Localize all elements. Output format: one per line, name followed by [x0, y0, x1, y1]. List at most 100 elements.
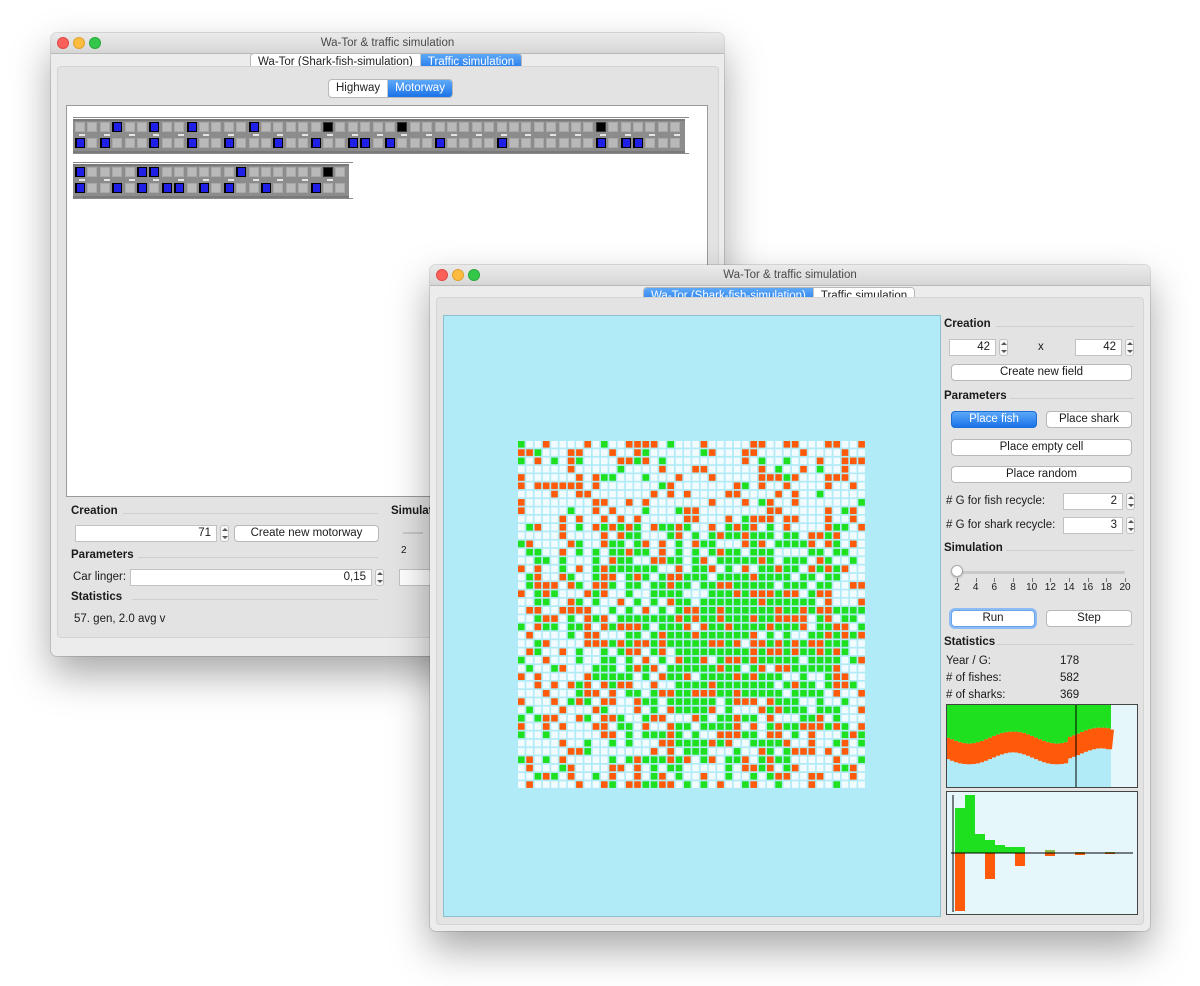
empty-cell[interactable]	[576, 731, 583, 739]
shark-cell[interactable]	[833, 723, 840, 730]
fish-cell[interactable]	[717, 631, 724, 639]
empty-cell[interactable]	[742, 665, 749, 672]
shark-cell[interactable]	[667, 573, 674, 581]
fish-cell[interactable]	[725, 598, 733, 606]
shark-cell[interactable]	[592, 640, 600, 647]
shark-cell[interactable]	[542, 590, 550, 597]
shark-cell[interactable]	[659, 465, 666, 473]
fish-cell[interactable]	[684, 690, 691, 697]
fish-cell[interactable]	[783, 607, 791, 614]
empty-cell[interactable]	[551, 648, 558, 656]
fish-cell[interactable]	[841, 723, 849, 730]
empty-cell[interactable]	[783, 490, 791, 498]
empty-cell[interactable]	[625, 698, 633, 705]
empty-cell[interactable]	[850, 673, 857, 680]
empty-cell[interactable]	[642, 465, 650, 473]
empty-cell[interactable]	[733, 706, 741, 714]
empty-cell[interactable]	[684, 457, 691, 465]
fish-cell[interactable]	[725, 764, 733, 772]
empty-cell[interactable]	[841, 573, 849, 581]
shark-cell[interactable]	[816, 457, 824, 465]
fish-cell[interactable]	[542, 623, 550, 631]
shark-cell[interactable]	[733, 714, 741, 722]
empty-cell[interactable]	[559, 499, 567, 506]
empty-cell[interactable]	[742, 490, 749, 498]
empty-cell[interactable]	[584, 482, 591, 490]
empty-cell[interactable]	[576, 532, 583, 539]
width-stepper[interactable]	[999, 339, 1008, 356]
empty-cell[interactable]	[733, 449, 741, 456]
shark-cell[interactable]	[684, 673, 691, 680]
fish-cell[interactable]	[708, 615, 716, 622]
fish-cell[interactable]	[841, 615, 849, 622]
fish-cell[interactable]	[592, 598, 600, 606]
empty-cell[interactable]	[617, 698, 625, 705]
fish-cell[interactable]	[625, 573, 633, 581]
shark-cell[interactable]	[667, 781, 674, 788]
fish-cell[interactable]	[808, 690, 816, 697]
shark-cell[interactable]	[816, 557, 824, 564]
fish-cell[interactable]	[692, 656, 699, 664]
shark-cell[interactable]	[584, 640, 591, 647]
fish-cell[interactable]	[708, 598, 716, 606]
empty-cell[interactable]	[733, 499, 741, 506]
shark-cell[interactable]	[791, 748, 799, 755]
empty-cell[interactable]	[609, 532, 616, 539]
fish-cell[interactable]	[725, 690, 733, 697]
fish-cell[interactable]	[625, 532, 633, 539]
fish-cell[interactable]	[717, 681, 724, 689]
height-stepper[interactable]	[1125, 339, 1134, 356]
empty-cell[interactable]	[675, 441, 683, 448]
fish-cell[interactable]	[700, 756, 708, 763]
empty-cell[interactable]	[567, 565, 575, 573]
shark-cell[interactable]	[659, 540, 666, 548]
empty-cell[interactable]	[675, 457, 683, 465]
shark-cell[interactable]	[858, 690, 865, 697]
shark-cell[interactable]	[816, 607, 824, 614]
shark-cell[interactable]	[758, 540, 766, 548]
empty-cell[interactable]	[858, 449, 865, 456]
fish-cell[interactable]	[775, 590, 782, 597]
empty-cell[interactable]	[675, 748, 683, 755]
shark-cell[interactable]	[542, 482, 550, 490]
empty-cell[interactable]	[708, 773, 716, 780]
shark-cell[interactable]	[858, 524, 865, 531]
empty-cell[interactable]	[650, 739, 658, 747]
shark-cell[interactable]	[750, 573, 757, 581]
fish-cell[interactable]	[783, 681, 791, 689]
shark-cell[interactable]	[576, 565, 583, 573]
empty-cell[interactable]	[858, 764, 865, 772]
empty-cell[interactable]	[625, 474, 633, 481]
shark-cell[interactable]	[733, 490, 741, 498]
empty-cell[interactable]	[758, 781, 766, 788]
fish-cell[interactable]	[800, 714, 807, 722]
shark-cell[interactable]	[601, 781, 608, 788]
shark-cell[interactable]	[567, 607, 575, 614]
empty-cell[interactable]	[816, 781, 824, 788]
fish-cell[interactable]	[551, 590, 558, 597]
fish-cell[interactable]	[617, 565, 625, 573]
fish-cell[interactable]	[584, 739, 591, 747]
empty-cell[interactable]	[542, 565, 550, 573]
fish-cell[interactable]	[684, 739, 691, 747]
shark-cell[interactable]	[526, 648, 533, 656]
empty-cell[interactable]	[576, 739, 583, 747]
fish-cell[interactable]	[601, 474, 608, 481]
empty-cell[interactable]	[650, 482, 658, 490]
traffic-window-titlebar[interactable]: Wa-Tor & traffic simulation	[51, 33, 724, 54]
empty-cell[interactable]	[858, 590, 865, 597]
fish-cell[interactable]	[617, 557, 625, 564]
shark-cell[interactable]	[650, 665, 658, 672]
empty-cell[interactable]	[592, 748, 600, 755]
shark-cell[interactable]	[642, 723, 650, 730]
shark-cell[interactable]	[733, 482, 741, 490]
shark-cell[interactable]	[576, 698, 583, 705]
empty-cell[interactable]	[642, 557, 650, 564]
fish-cell[interactable]	[858, 731, 865, 739]
fish-cell[interactable]	[634, 565, 641, 573]
shark-cell[interactable]	[684, 623, 691, 631]
empty-cell[interactable]	[742, 773, 749, 780]
shark-cell[interactable]	[625, 781, 633, 788]
fish-cell[interactable]	[725, 714, 733, 722]
shark-cell[interactable]	[692, 607, 699, 614]
